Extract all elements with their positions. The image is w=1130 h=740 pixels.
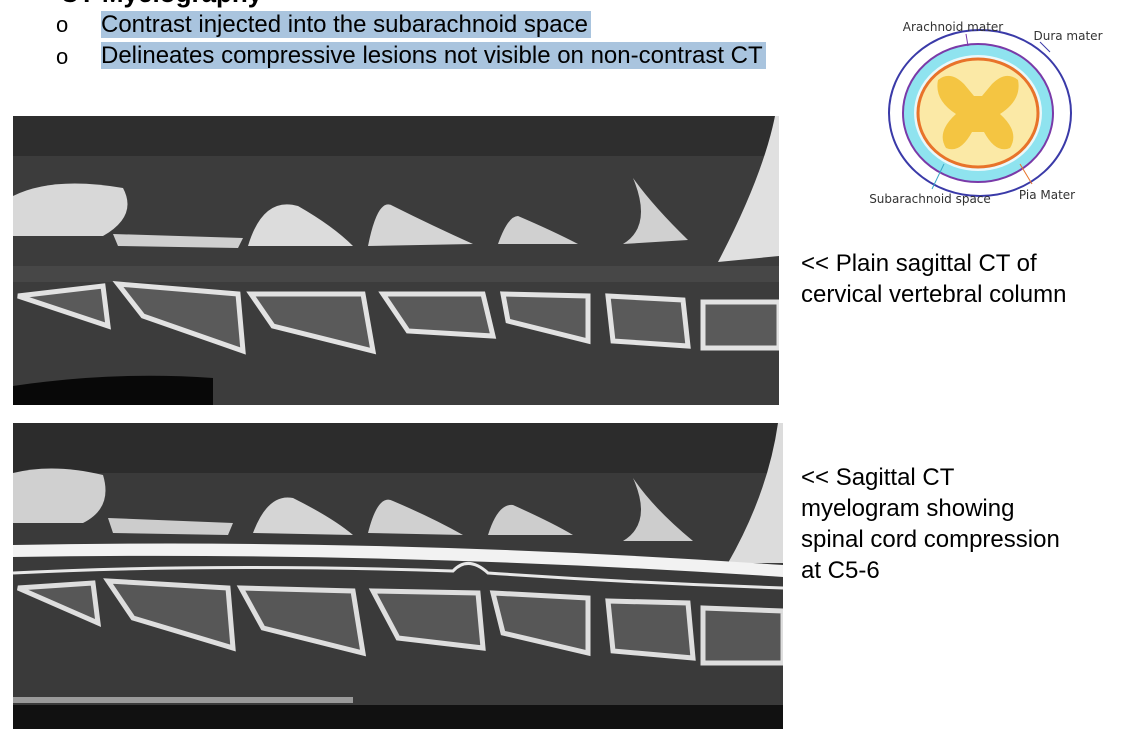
ct-image-myelogram: [13, 423, 783, 729]
bullet-text: Contrast injected into the subarachnoid …: [101, 11, 591, 39]
caption: << Plain sagittal CT of cervical vertebra…: [801, 248, 1066, 310]
slide-title: CT Myelography: [60, 0, 262, 9]
bullet-marker: o: [56, 12, 69, 37]
leader: [1039, 41, 1051, 53]
caption-line: << Sagittal CT: [801, 464, 955, 491]
caption: << Sagittal CT myelogram showing spinal co…: [801, 462, 1060, 586]
caption-line: spinal cord compression: [801, 526, 1060, 553]
bullet-text: Delineates compressive lesions not visib…: [101, 42, 766, 70]
diagram-label: Arachnoid mater: [903, 20, 1004, 34]
caption-line: myelogram showing: [801, 495, 1015, 522]
bullet-marker: o: [56, 44, 69, 69]
spinal-cord-diagram: Arachnoid mater Dura mater Subarachnoid …: [869, 20, 1102, 206]
diagram-label: Pia Mater: [1019, 188, 1075, 202]
ct-image-plain: [13, 116, 779, 405]
highlight: Contrast injected into the subarachnoid …: [101, 11, 591, 38]
diagram-label: Dura mater: [1033, 29, 1102, 43]
leader: [931, 163, 945, 190]
gray-matter: [937, 75, 1019, 150]
diagram-label: Subarachnoid space: [869, 192, 991, 206]
leader: [965, 33, 969, 47]
caption-line: cervical vertebral column: [801, 281, 1067, 308]
leader: [1019, 163, 1033, 185]
highlight: Delineates compressive lesions not visib…: [101, 42, 766, 69]
caption-line: << Plain sagittal CT of: [801, 250, 1037, 277]
caption-line: at C5-6: [801, 557, 880, 584]
